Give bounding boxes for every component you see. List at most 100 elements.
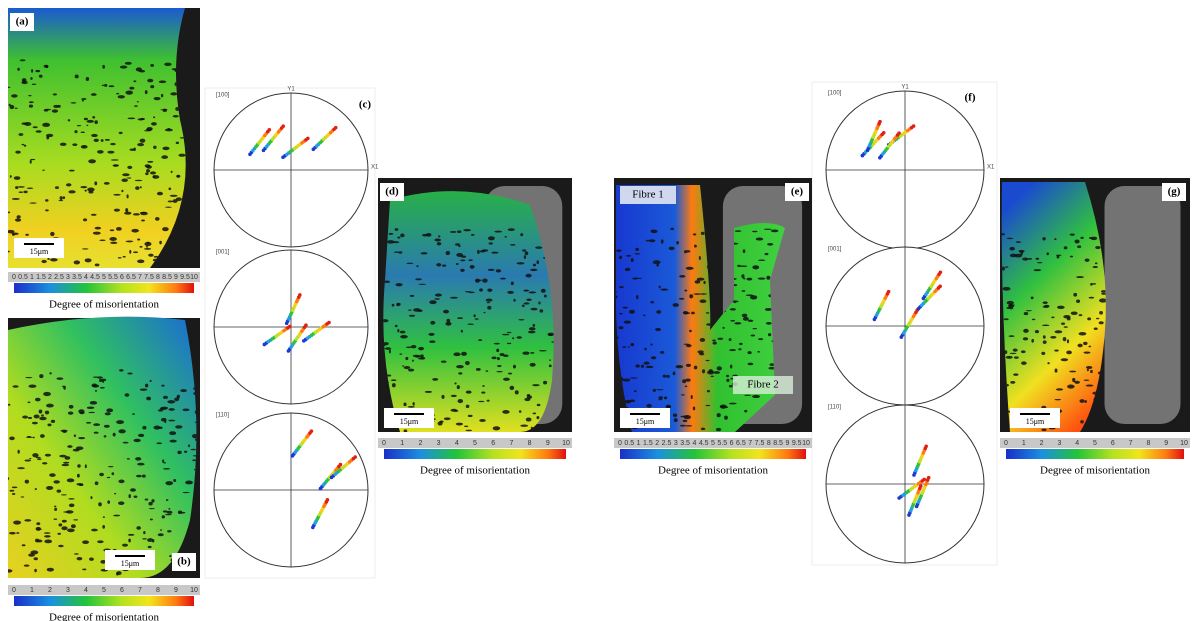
pore (47, 423, 51, 426)
pore (619, 326, 624, 329)
pore (1057, 306, 1065, 309)
pore (529, 327, 536, 330)
pore (679, 298, 685, 300)
pore (756, 238, 764, 241)
pore (94, 181, 97, 185)
pore (137, 463, 145, 466)
pore (29, 202, 36, 203)
pore (111, 472, 114, 475)
pore (450, 231, 457, 233)
pore (45, 411, 49, 415)
pore (517, 336, 523, 339)
pore (33, 126, 38, 128)
pore (118, 501, 124, 505)
pore (69, 503, 75, 507)
pole-point (288, 325, 292, 329)
colorbar-tick-label: 3 (66, 587, 70, 594)
pore (399, 353, 402, 354)
pore (686, 267, 694, 270)
pore (114, 209, 120, 212)
pore (445, 322, 451, 326)
pore (125, 62, 132, 65)
pore (9, 532, 16, 535)
pore (730, 320, 735, 322)
pore (475, 279, 482, 281)
pore (91, 134, 98, 137)
pore (664, 397, 667, 400)
pore (165, 129, 173, 132)
panel-label: (b) (177, 556, 191, 568)
pore (729, 385, 733, 388)
colorbar-tick-label: 2 (655, 440, 659, 447)
panel-label: (d) (385, 186, 399, 198)
pore (78, 409, 84, 413)
pore (413, 308, 420, 312)
pore (454, 382, 456, 384)
pore (152, 539, 154, 542)
pore (752, 395, 760, 398)
pore (36, 130, 42, 132)
pore (524, 398, 530, 401)
pole-point (924, 444, 928, 448)
colorbar-tick-label: 6 (730, 440, 734, 447)
colorbar-tick-label: 0.5 (18, 274, 28, 281)
pore (1003, 287, 1011, 291)
pole-point (281, 124, 285, 128)
colorbar-tick-label: 3.5 (72, 274, 82, 281)
pore (460, 269, 464, 272)
pore (691, 395, 693, 399)
pore (105, 139, 110, 141)
pore (24, 519, 31, 521)
pore (15, 218, 21, 221)
colorbar-tick-label: 4.5 (699, 440, 709, 447)
pore (438, 235, 440, 237)
colorbar-tick-label: 10 (190, 587, 198, 594)
colorbar (384, 449, 566, 459)
pore (635, 364, 639, 367)
pore (522, 352, 529, 355)
pore (1010, 353, 1017, 354)
colorbar-tick-label: 1.5 (643, 440, 653, 447)
pore (176, 197, 182, 201)
pore (110, 143, 116, 145)
pore (104, 425, 110, 428)
pole-axis-label: X1 (987, 165, 995, 171)
pore (1091, 237, 1098, 241)
pore (716, 428, 721, 431)
pore (28, 95, 31, 96)
pore (34, 415, 40, 419)
pore (503, 378, 510, 381)
pore (548, 334, 552, 336)
pore (488, 236, 495, 240)
pore (489, 242, 493, 244)
pore (496, 269, 501, 272)
pore (31, 69, 33, 73)
pore (32, 84, 36, 85)
pore (102, 380, 104, 382)
colorbar-tick-label: 1 (30, 587, 34, 594)
pore (171, 171, 173, 173)
pore (525, 251, 529, 255)
pore (30, 159, 35, 160)
pore (653, 389, 656, 392)
pore (17, 68, 20, 71)
pore (28, 417, 32, 419)
pore (402, 365, 405, 366)
pore (412, 360, 414, 362)
pore (30, 77, 32, 80)
pore (706, 360, 710, 361)
pore (465, 291, 471, 292)
pore (133, 251, 138, 253)
pore (457, 317, 463, 319)
pore (95, 227, 101, 230)
pore (56, 377, 63, 379)
pore (455, 243, 460, 245)
pole-point (887, 290, 891, 294)
pore (1080, 237, 1083, 239)
pore (461, 255, 466, 257)
pore (1071, 312, 1078, 315)
pore (167, 530, 171, 532)
pore (689, 330, 692, 332)
pore (471, 234, 475, 236)
pore (134, 105, 138, 107)
